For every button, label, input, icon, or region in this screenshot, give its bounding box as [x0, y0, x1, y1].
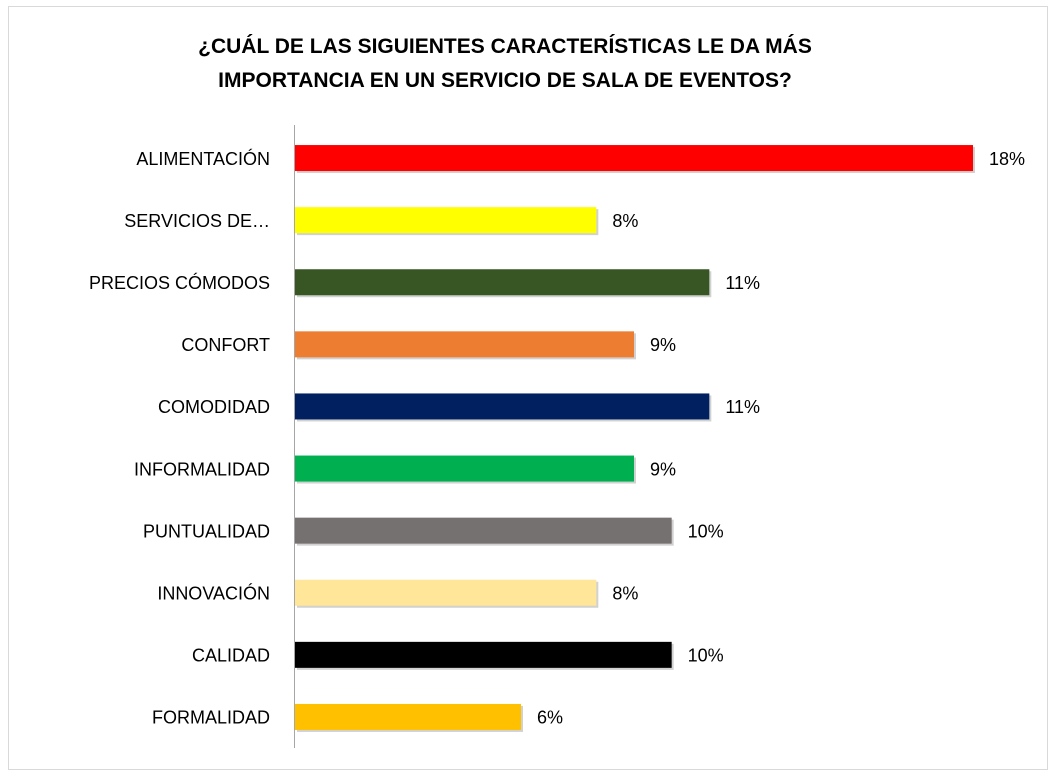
- bar: [295, 207, 597, 234]
- y-tick-label: INNOVACIÓN: [157, 583, 270, 604]
- bar: [295, 145, 973, 172]
- y-tick-label: INFORMALIDAD: [134, 459, 270, 479]
- data-label: 8%: [612, 584, 638, 604]
- data-label: 18%: [989, 149, 1025, 169]
- data-label: 11%: [725, 273, 760, 293]
- bar: [295, 331, 634, 358]
- data-label: 8%: [612, 211, 638, 231]
- data-label: 10%: [688, 521, 724, 541]
- y-tick-label: FORMALIDAD: [152, 708, 270, 728]
- y-tick-label: PUNTUALIDAD: [143, 521, 270, 541]
- data-label: 9%: [650, 335, 676, 355]
- data-label: 9%: [650, 459, 676, 479]
- bar: [295, 393, 710, 420]
- bar: [295, 269, 710, 296]
- bar: [295, 517, 672, 544]
- y-tick-label: CONFORT: [181, 335, 270, 355]
- bar: [295, 641, 672, 668]
- chart-title: ¿CUÁL DE LAS SIGUIENTES CARACTERÍSTICAS …: [198, 35, 812, 92]
- data-label: 11%: [725, 397, 760, 417]
- bar: [295, 455, 634, 482]
- y-tick-label: ALIMENTACIÓN: [136, 148, 270, 169]
- y-tick-label: COMODIDAD: [158, 397, 270, 417]
- data-label: 10%: [688, 646, 724, 666]
- bar: [295, 579, 597, 606]
- y-tick-label: PRECIOS CÓMODOS: [89, 272, 270, 293]
- chart-frame: [8, 6, 1048, 770]
- y-tick-label: CALIDAD: [192, 646, 270, 666]
- y-tick-label: SERVICIOS DE…: [124, 211, 270, 231]
- data-label: 6%: [537, 708, 563, 728]
- bar: [295, 703, 521, 730]
